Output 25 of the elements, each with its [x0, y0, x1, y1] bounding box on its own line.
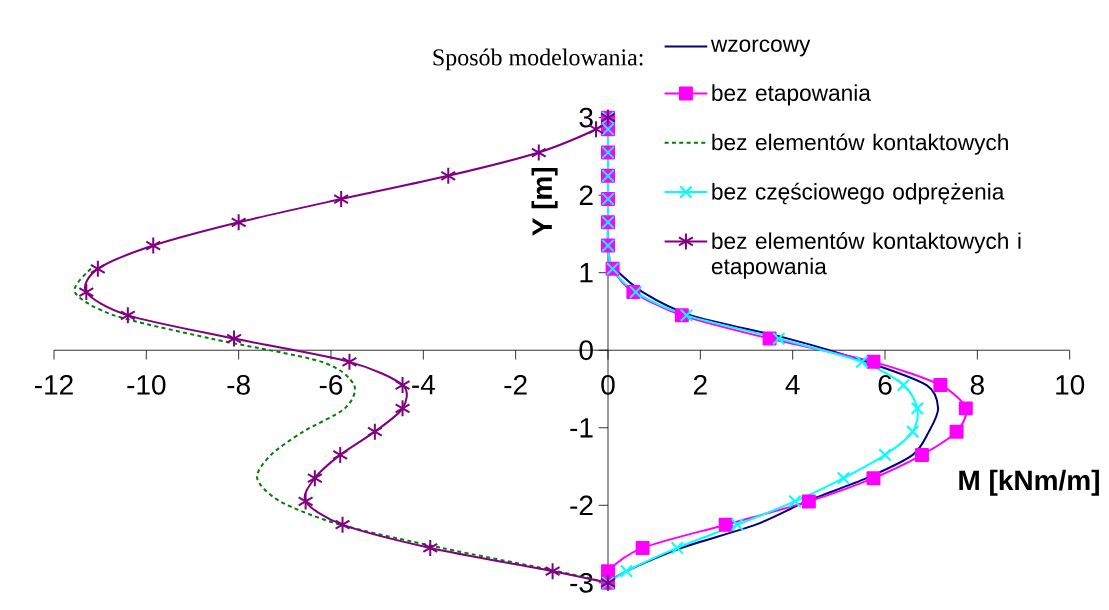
legend-label: bez etapowania — [712, 84, 871, 106]
x-axis-title: M [kNm/m] — [959, 469, 1099, 496]
x-tick-label: 0 — [601, 375, 615, 395]
y-tick-label: 2 — [579, 185, 593, 206]
x-tick-label: 8 — [970, 375, 984, 395]
y-tick-label: 1 — [580, 263, 593, 283]
x-tick-label: -6 — [319, 375, 343, 395]
legend-label: bez częściowego odprężenia — [712, 182, 1005, 205]
x-tick-label: 6 — [878, 375, 892, 395]
legend-label: wzorcowy — [710, 39, 811, 57]
y-tick-label: -2 — [570, 495, 593, 516]
x-tick-label: -8 — [227, 375, 250, 395]
legend-title: Sposób modelowania: — [433, 48, 643, 71]
x-tick-label: 2 — [693, 375, 707, 395]
x-tick-label: -12 — [34, 375, 73, 395]
x-tick-label: 4 — [785, 375, 800, 395]
x-tick-label: -2 — [504, 375, 527, 395]
y-tick-label: -1 — [570, 418, 593, 438]
y-axis-title: Y [m] — [531, 168, 558, 236]
legend-label: bez elementów kontaktowych i etapowania — [711, 232, 1021, 279]
legend-label: bez elementów kontaktowych — [712, 133, 1008, 155]
x-tick-label: -4 — [412, 375, 435, 395]
x-tick-label: -10 — [127, 375, 166, 395]
y-tick-label: 3 — [579, 107, 593, 128]
x-tick-label: 10 — [1056, 375, 1085, 395]
